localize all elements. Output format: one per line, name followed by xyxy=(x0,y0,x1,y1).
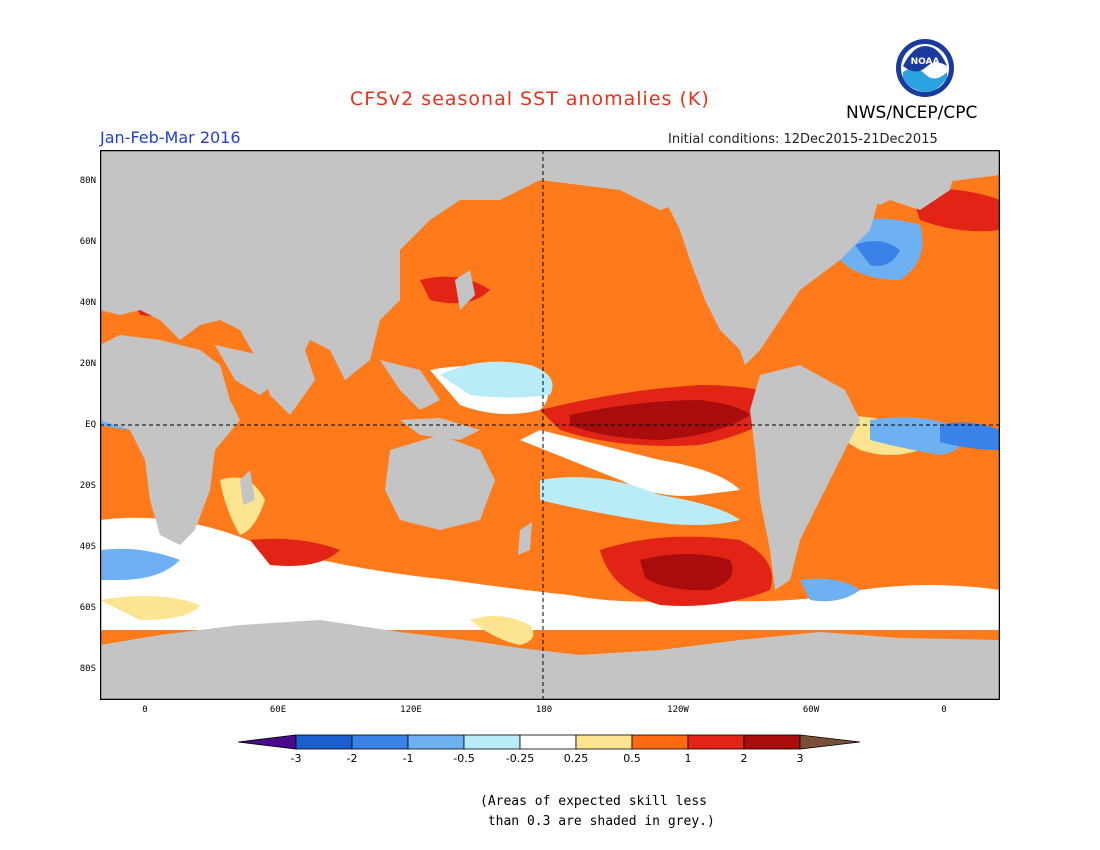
lon-label-0-right: 0 xyxy=(941,705,947,715)
colorbar-label: -3 xyxy=(290,752,302,765)
colorbar-label: 0.25 xyxy=(563,752,589,765)
noaa-logo: NOAA xyxy=(896,39,954,97)
period-label: Jan-Feb-Mar 2016 xyxy=(100,128,241,147)
lat-label-60s: 60S xyxy=(79,603,96,613)
map-grid xyxy=(100,150,1000,700)
colorbar-swatch xyxy=(687,734,745,750)
map-title: CFSv2 seasonal SST anomalies (K) xyxy=(350,88,710,110)
lat-label-40n: 40N xyxy=(79,298,96,308)
colorbar xyxy=(238,734,861,750)
colorbar-arrow-high xyxy=(799,734,861,750)
colorbar-swatch xyxy=(407,734,465,750)
lon-label-60e: 60E xyxy=(269,705,287,715)
colorbar-arrow-low xyxy=(238,734,297,750)
colorbar-label: -2 xyxy=(346,752,358,765)
skill-note: (Areas of expected skill less than 0.3 a… xyxy=(480,794,715,829)
colorbar-label: 3 xyxy=(796,752,804,765)
colorbar-label: -1 xyxy=(402,752,414,765)
lat-label-20s: 20S xyxy=(79,481,96,491)
lon-label-60w: 60W xyxy=(802,705,820,715)
lat-label-eq: EQ xyxy=(85,420,96,430)
colorbar-label: -0.5 xyxy=(453,752,475,765)
colorbar-label: -0.25 xyxy=(505,752,535,765)
colorbar-swatch xyxy=(575,734,633,750)
colorbar-swatch xyxy=(463,734,521,750)
lon-label-120e: 120E xyxy=(400,705,422,715)
lat-label-80n: 80N xyxy=(79,176,96,186)
initial-conditions-label: Initial conditions: 12Dec2015-21Dec2015 xyxy=(668,132,938,147)
land-masses xyxy=(100,150,1000,700)
colorbar-swatch xyxy=(295,734,353,750)
colorbar-label: 2 xyxy=(740,752,748,765)
sst-anomaly-map xyxy=(100,150,1000,700)
colorbar-swatch xyxy=(519,734,577,750)
map-frame xyxy=(100,150,1000,700)
lat-label-20n: 20N xyxy=(79,359,96,369)
colorbar-swatch xyxy=(351,734,409,750)
colorbar-swatch xyxy=(743,734,801,750)
colorbar-swatch xyxy=(631,734,689,750)
lat-label-80s: 80S xyxy=(79,664,96,674)
lat-label-40s: 40S xyxy=(79,542,96,552)
logo-text: NOAA xyxy=(911,57,940,67)
lon-label-0: 0 xyxy=(142,705,148,715)
lon-label-120w: 120W xyxy=(667,705,689,715)
lat-label-60n: 60N xyxy=(79,237,96,247)
colorbar-label: 0.5 xyxy=(623,752,641,765)
map-svg xyxy=(100,150,1000,700)
colorbar-label: 1 xyxy=(684,752,692,765)
lon-label-180: 180 xyxy=(535,705,553,715)
agency-label: NWS/NCEP/CPC xyxy=(846,103,978,123)
